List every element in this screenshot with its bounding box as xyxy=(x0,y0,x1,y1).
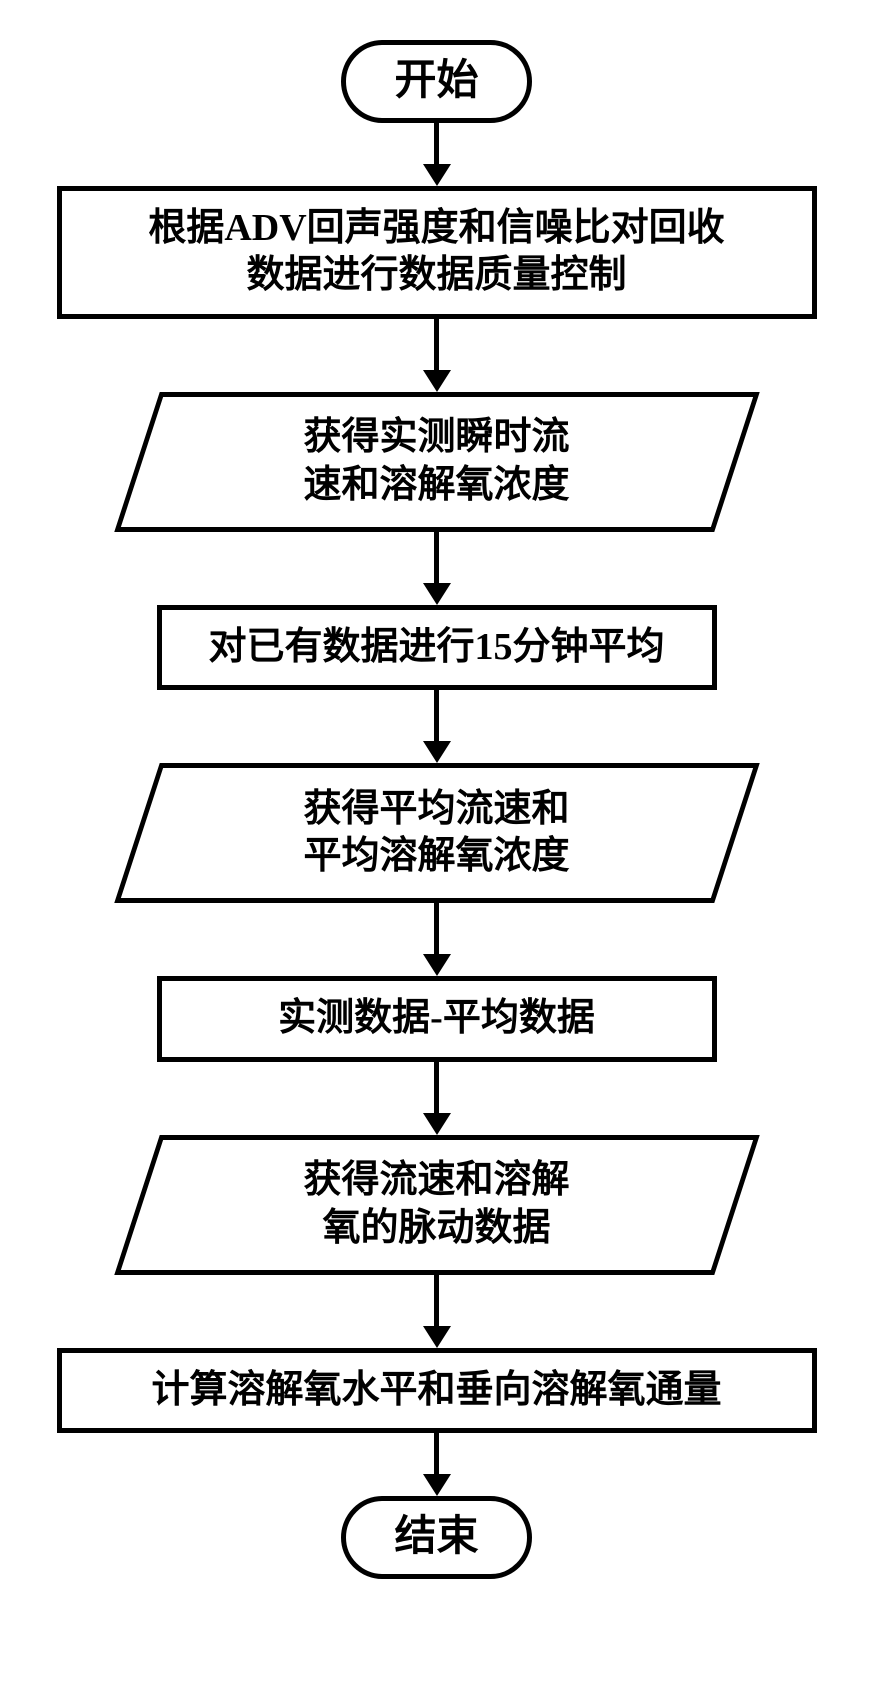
arrow-line xyxy=(434,319,439,371)
arrow-line xyxy=(434,903,439,955)
data3-label: 获得流速和溶解氧的脉动数据 xyxy=(137,1135,737,1275)
step1-node: 根据ADV回声强度和信噪比对回收数据进行数据质量控制 xyxy=(57,186,817,319)
data3-node: 获得流速和溶解氧的脉动数据 xyxy=(137,1135,737,1275)
arrow-head-icon xyxy=(423,1113,451,1135)
arrow-head-icon xyxy=(423,1326,451,1348)
arrow-line xyxy=(434,690,439,742)
step4-node: 计算溶解氧水平和垂向溶解氧通量 xyxy=(57,1348,817,1434)
arrow-head-icon xyxy=(423,741,451,763)
arrow-head-icon xyxy=(423,370,451,392)
arrow-line xyxy=(434,123,439,165)
data1-node: 获得实测瞬时流速和溶解氧浓度 xyxy=(137,392,737,532)
step1-label: 根据ADV回声强度和信噪比对回收数据进行数据质量控制 xyxy=(148,205,724,300)
arrow-head-icon xyxy=(423,164,451,186)
arrow-head-icon xyxy=(423,1474,451,1496)
arrow-7 xyxy=(423,1433,451,1496)
start-label: 开始 xyxy=(394,55,478,108)
end-node: 结束 xyxy=(341,1496,531,1579)
arrow-1 xyxy=(423,319,451,392)
step2-label: 对已有数据进行15分钟平均 xyxy=(208,624,664,672)
arrow-line xyxy=(434,532,439,584)
data1-label: 获得实测瞬时流速和溶解氧浓度 xyxy=(137,392,737,532)
arrow-line xyxy=(434,1062,439,1114)
step3-node: 实测数据-平均数据 xyxy=(157,976,717,1062)
arrow-line xyxy=(434,1433,439,1475)
step4-label: 计算溶解氧水平和垂向溶解氧通量 xyxy=(151,1367,721,1415)
step3-label: 实测数据-平均数据 xyxy=(278,995,595,1043)
arrow-2 xyxy=(423,532,451,605)
arrow-5 xyxy=(423,1062,451,1135)
start-node: 开始 xyxy=(341,40,531,123)
data2-node: 获得平均流速和平均溶解氧浓度 xyxy=(137,763,737,903)
arrow-4 xyxy=(423,903,451,976)
end-label: 结束 xyxy=(394,1511,478,1564)
data2-label: 获得平均流速和平均溶解氧浓度 xyxy=(137,763,737,903)
arrow-0 xyxy=(423,123,451,186)
step2-node: 对已有数据进行15分钟平均 xyxy=(157,605,717,691)
flowchart-container: 开始 根据ADV回声强度和信噪比对回收数据进行数据质量控制 获得实测瞬时流速和溶… xyxy=(20,40,853,1579)
arrow-line xyxy=(434,1275,439,1327)
arrow-head-icon xyxy=(423,583,451,605)
arrow-6 xyxy=(423,1275,451,1348)
arrow-head-icon xyxy=(423,954,451,976)
arrow-3 xyxy=(423,690,451,763)
